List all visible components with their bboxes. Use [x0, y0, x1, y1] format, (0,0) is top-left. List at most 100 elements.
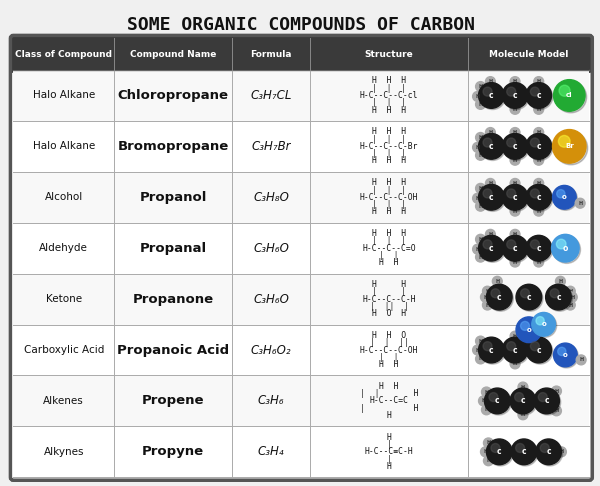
Circle shape — [534, 178, 544, 189]
Text: H  O  H: H O H — [372, 309, 406, 318]
Circle shape — [510, 331, 520, 341]
Text: cl: cl — [566, 92, 572, 99]
Circle shape — [476, 133, 485, 142]
Text: H: H — [476, 196, 479, 201]
Text: H: H — [578, 201, 582, 206]
Text: c: c — [536, 243, 541, 253]
Circle shape — [503, 135, 529, 160]
Text: H  H: H H — [379, 360, 399, 369]
Circle shape — [557, 347, 566, 356]
Circle shape — [483, 87, 492, 96]
Text: c: c — [495, 397, 500, 405]
Text: H: H — [478, 153, 482, 158]
Circle shape — [534, 77, 544, 87]
Text: H: H — [476, 145, 479, 150]
Circle shape — [473, 193, 482, 203]
Text: H: H — [536, 79, 541, 84]
Circle shape — [515, 444, 524, 452]
Bar — [13, 376, 589, 426]
Text: c: c — [536, 346, 541, 354]
Text: H: H — [536, 158, 541, 163]
Text: H: H — [488, 130, 493, 135]
Circle shape — [565, 300, 575, 310]
Text: c: c — [489, 243, 494, 253]
Text: H: H — [513, 181, 517, 186]
Text: H: H — [484, 295, 488, 300]
Text: SOME ORGANIC COMPOUNDS OF CARBON: SOME ORGANIC COMPOUNDS OF CARBON — [127, 16, 475, 34]
Text: |  |  |: | | | — [372, 98, 406, 107]
Circle shape — [487, 284, 512, 310]
Circle shape — [526, 83, 551, 108]
Text: Br: Br — [565, 143, 574, 149]
Circle shape — [488, 440, 514, 466]
Circle shape — [473, 244, 482, 254]
Text: H: H — [536, 260, 541, 264]
Circle shape — [565, 286, 575, 296]
Text: H: H — [488, 181, 493, 186]
Circle shape — [554, 343, 577, 367]
Text: |  |  ||: | | || — [370, 338, 409, 347]
Circle shape — [551, 406, 562, 416]
Text: H: H — [485, 289, 490, 294]
Circle shape — [476, 336, 485, 346]
Circle shape — [518, 410, 528, 420]
Text: c: c — [527, 293, 531, 302]
Text: H: H — [536, 181, 541, 186]
Text: C₃H₈O: C₃H₈O — [253, 191, 289, 204]
Circle shape — [517, 286, 543, 311]
Text: H: H — [488, 232, 493, 237]
Circle shape — [482, 387, 491, 397]
Text: |  |  |: | | | — [372, 186, 406, 194]
Circle shape — [479, 396, 488, 406]
Text: o: o — [562, 194, 567, 200]
Bar — [13, 325, 589, 376]
Text: c: c — [489, 142, 494, 151]
Circle shape — [545, 284, 571, 310]
Text: Propanol: Propanol — [140, 191, 207, 204]
Circle shape — [483, 240, 492, 249]
Circle shape — [536, 439, 562, 465]
Text: Halo Alkane: Halo Alkane — [32, 90, 95, 101]
Text: |: | — [387, 454, 392, 464]
Text: c: c — [497, 447, 502, 456]
Text: c: c — [556, 293, 561, 302]
Text: H: H — [478, 255, 482, 260]
Text: c: c — [497, 293, 502, 302]
Text: C₃H₆O: C₃H₆O — [253, 242, 289, 255]
Circle shape — [503, 237, 529, 262]
Text: H  H  O: H H O — [372, 331, 406, 340]
Circle shape — [473, 142, 482, 152]
Text: C₃H₄: C₃H₄ — [258, 445, 284, 458]
Text: Molecule Model: Molecule Model — [489, 50, 569, 59]
Text: c: c — [513, 142, 517, 151]
Circle shape — [510, 77, 520, 87]
Text: c: c — [546, 447, 551, 456]
Text: |  |: | | — [379, 353, 399, 362]
Circle shape — [491, 444, 500, 452]
Circle shape — [534, 104, 544, 114]
Bar — [13, 121, 589, 172]
Circle shape — [510, 229, 520, 239]
Circle shape — [533, 313, 557, 337]
Text: H: H — [478, 102, 482, 107]
Text: C₃H₆O: C₃H₆O — [253, 293, 289, 306]
Text: Class of Compound: Class of Compound — [15, 50, 112, 59]
Text: H: H — [568, 289, 572, 294]
Circle shape — [481, 292, 490, 302]
Circle shape — [485, 229, 496, 239]
Text: H: H — [568, 302, 572, 308]
Circle shape — [484, 456, 493, 466]
Circle shape — [534, 206, 544, 216]
Circle shape — [479, 337, 504, 363]
Text: c: c — [489, 346, 494, 354]
Text: H  H  H: H H H — [372, 178, 406, 187]
Circle shape — [481, 447, 490, 457]
Circle shape — [515, 393, 524, 401]
Circle shape — [553, 236, 581, 263]
Circle shape — [530, 138, 539, 147]
Text: H: H — [554, 388, 559, 394]
Circle shape — [510, 128, 520, 138]
Circle shape — [482, 286, 493, 296]
Circle shape — [502, 184, 528, 210]
Text: H: H — [476, 247, 479, 252]
